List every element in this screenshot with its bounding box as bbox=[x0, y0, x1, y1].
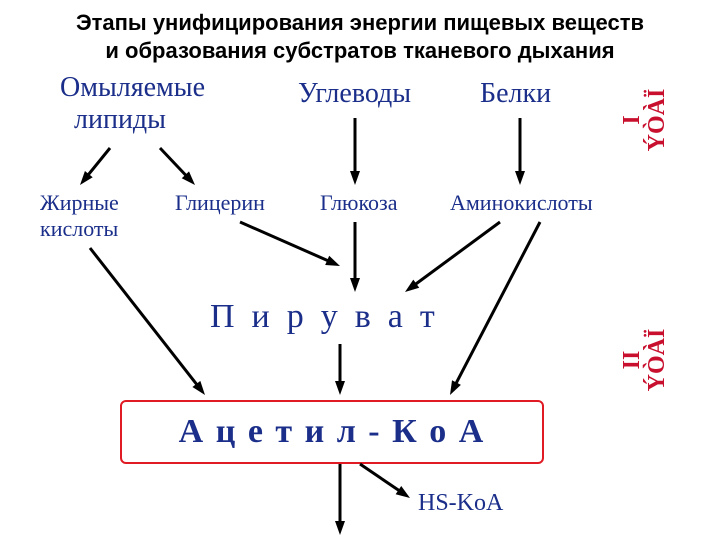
arrowhead-acetyl-to-hskoa bbox=[396, 486, 410, 498]
node-pyruvate: П и р у в а т bbox=[210, 298, 435, 336]
node-carbs: Углеводы bbox=[298, 78, 411, 110]
arrowhead-carbs-to-glucose bbox=[350, 171, 360, 185]
arrow-glycerin-to-pyruvate bbox=[240, 222, 332, 263]
arrow-amino-to-pyruvate bbox=[412, 222, 500, 287]
node-lipids: Омыляемые липиды bbox=[60, 72, 205, 136]
node-fatty-acids: Жирные кислоты bbox=[40, 190, 119, 242]
arrowhead-amino-to-pyruvate bbox=[405, 280, 419, 292]
node-hskoa: HS-KoA bbox=[418, 490, 503, 517]
stage-label-2: II ÝÒÀÏ bbox=[620, 320, 680, 400]
acetyl-coa-box: А ц е т и л - К о А bbox=[120, 400, 544, 464]
arrowhead-glycerin-to-pyruvate bbox=[325, 256, 340, 266]
arrow-acetyl-to-hskoa bbox=[360, 464, 403, 493]
arrowhead-acetyl-down bbox=[335, 521, 345, 535]
arrowhead-lipids-to-fatty bbox=[80, 171, 93, 185]
node-amino: Аминокислоты bbox=[450, 190, 593, 216]
arrowhead-amino-to-acetyl bbox=[450, 380, 461, 395]
arrow-lipids-to-fatty bbox=[85, 148, 110, 178]
title-line-2: и образования субстратов тканевого дыхан… bbox=[0, 38, 720, 64]
arrowhead-lipids-to-glycerin bbox=[182, 171, 195, 185]
node-proteins: Белки bbox=[480, 78, 551, 110]
acetyl-coa-label: А ц е т и л - К о А bbox=[179, 413, 486, 451]
diagram-stage: Этапы унифицирования энергии пищевых вещ… bbox=[0, 0, 720, 540]
arrowhead-proteins-to-amino bbox=[515, 171, 525, 185]
node-glycerin: Глицерин bbox=[175, 190, 265, 216]
node-glucose: Глюкоза bbox=[320, 190, 398, 216]
arrowhead-pyruvate-to-acetyl bbox=[335, 381, 345, 395]
stage-label-1: I ÝÒÀÏ bbox=[620, 80, 680, 160]
arrow-amino-to-acetyl bbox=[454, 222, 540, 388]
title-line-1: Этапы унифицирования энергии пищевых вещ… bbox=[0, 10, 720, 36]
arrowhead-glucose-to-pyruvate bbox=[350, 278, 360, 292]
arrow-lipids-to-glycerin bbox=[160, 148, 189, 179]
arrow-fatty-to-acetyl bbox=[90, 248, 200, 388]
arrowhead-fatty-to-acetyl bbox=[192, 381, 205, 395]
